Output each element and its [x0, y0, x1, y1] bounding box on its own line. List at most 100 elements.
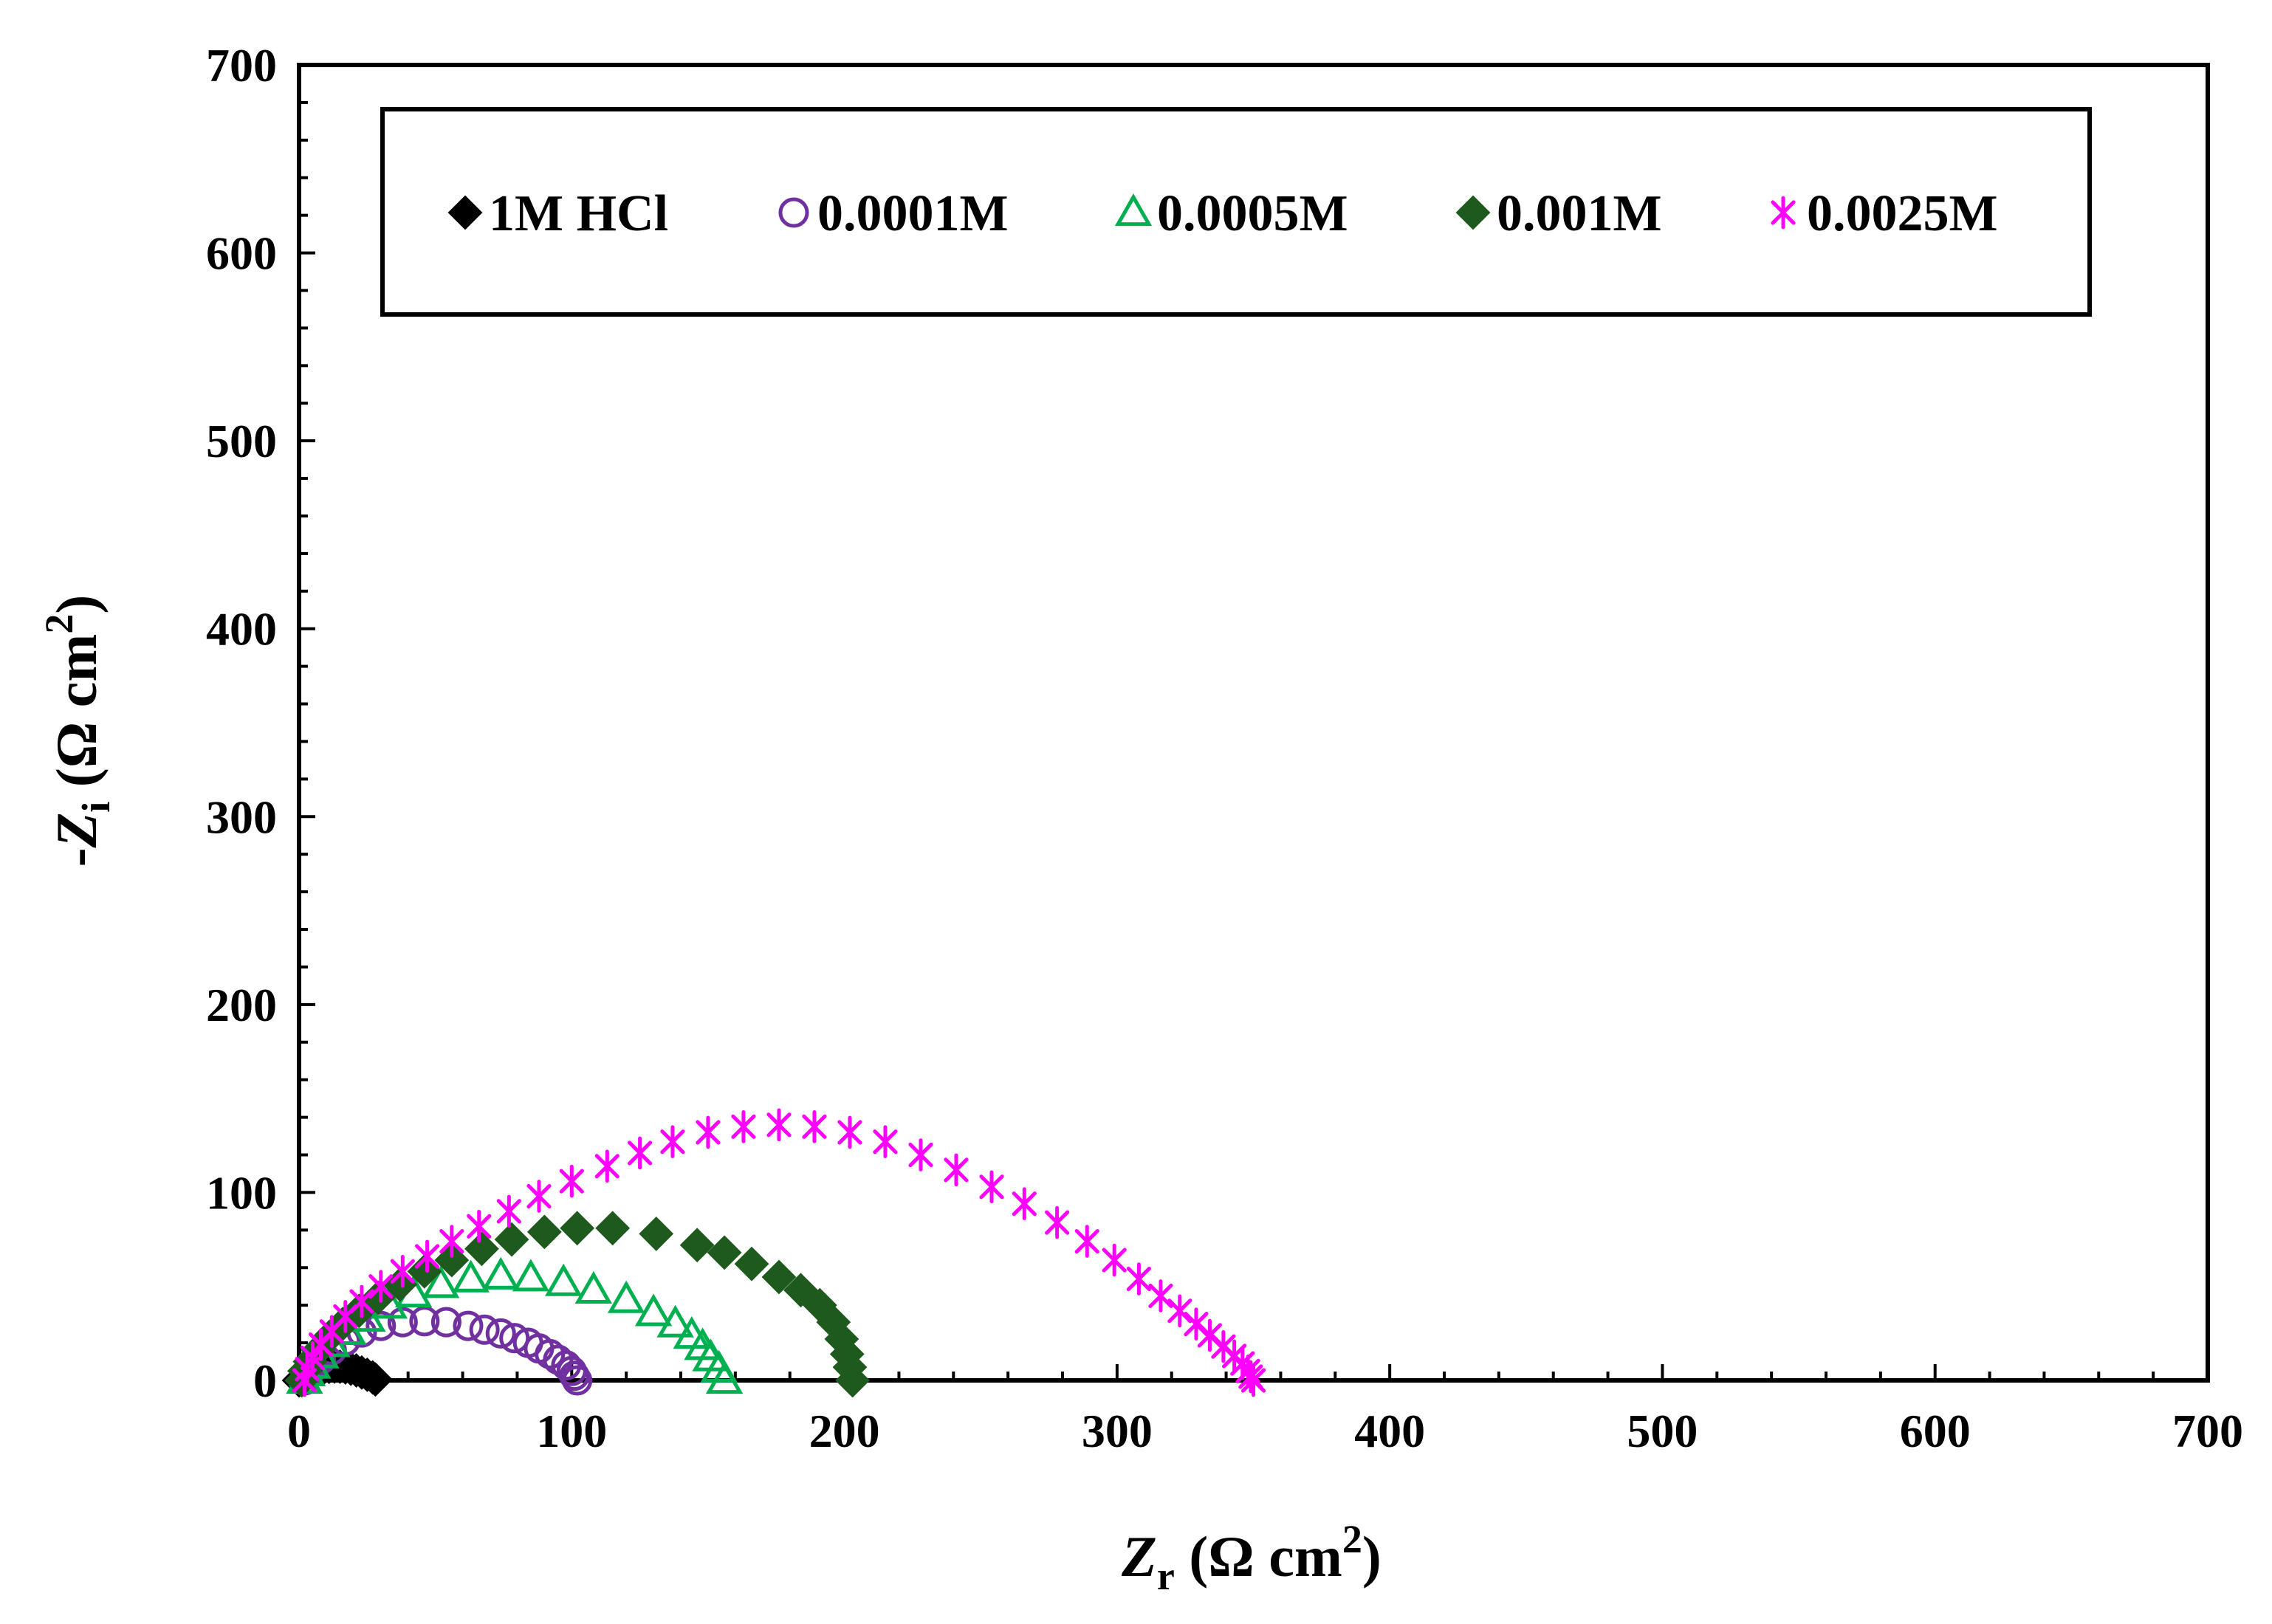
data-point	[574, 1270, 613, 1304]
data-point	[802, 1110, 827, 1143]
data-point	[783, 1273, 818, 1308]
data-point	[1184, 1307, 1209, 1341]
y-tick-label: 100	[206, 1166, 277, 1219]
x-tick-label: 300	[1082, 1405, 1153, 1457]
x-axis-title: Zr (Ω cm2)	[1121, 1517, 1382, 1598]
legend: 1M HCl 0.0001M 0.0005M 0.001M 0.0025M	[380, 107, 2092, 317]
data-point	[494, 1222, 529, 1257]
data-point	[387, 1307, 418, 1338]
data-point	[1126, 1262, 1151, 1296]
legend-label: 0.001M	[1497, 185, 1662, 242]
data-point	[979, 1170, 1004, 1204]
data-point	[560, 1211, 595, 1246]
data-point	[1074, 1225, 1099, 1258]
legend-entry: 0.001M	[1455, 185, 1662, 242]
legend-entry: 1M HCl	[447, 185, 668, 242]
series-layer	[281, 1108, 1266, 1398]
data-point	[526, 1180, 552, 1213]
data-point	[607, 1280, 645, 1313]
data-point	[696, 1115, 721, 1149]
data-point	[349, 1284, 374, 1318]
data-point	[562, 1365, 593, 1396]
data-point	[707, 1235, 742, 1270]
series-4	[292, 1108, 1266, 1397]
data-point	[1167, 1294, 1192, 1328]
data-point	[452, 1259, 490, 1293]
data-point	[390, 1255, 415, 1288]
data-point	[835, 1363, 871, 1398]
data-point	[1148, 1279, 1173, 1312]
legend-marker	[1114, 193, 1153, 227]
data-point	[944, 1153, 969, 1187]
data-point	[1240, 1363, 1266, 1397]
legend-marker	[1455, 195, 1491, 230]
data-point	[873, 1125, 898, 1158]
data-point	[464, 1231, 499, 1267]
legend-label: 0.0001M	[817, 185, 1009, 242]
x-tick-label: 400	[1354, 1405, 1425, 1457]
data-point	[656, 1304, 694, 1338]
legend-marker	[1771, 196, 1796, 230]
y-tick-label: 500	[206, 415, 277, 467]
data-point	[731, 1110, 756, 1143]
data-point	[660, 1125, 685, 1158]
y-tick-label: 300	[206, 791, 277, 843]
data-point	[734, 1246, 769, 1281]
x-tick-label: 200	[809, 1405, 880, 1457]
legend-label: 1M HCl	[489, 185, 668, 242]
data-point	[594, 1149, 620, 1183]
x-tick-label: 700	[2172, 1405, 2243, 1457]
y-tick-label: 200	[206, 979, 277, 1031]
y-axis-title: -Zi (Ω cm2)	[37, 595, 118, 867]
data-point	[368, 1270, 394, 1304]
y-tick-label: 0	[253, 1355, 277, 1407]
data-point	[512, 1259, 550, 1292]
data-point	[705, 1361, 744, 1394]
y-tick-label: 400	[206, 603, 277, 656]
data-point	[679, 1228, 715, 1263]
data-point	[1102, 1243, 1127, 1277]
legend-label: 0.0005M	[1157, 185, 1348, 242]
data-point	[469, 1314, 500, 1345]
data-point	[639, 1217, 674, 1251]
data-point	[365, 1310, 397, 1341]
data-point	[414, 1239, 440, 1273]
tick-labels: 0 100 200 300 400 500 600 700 0 100 200 300 400 500 60…	[206, 39, 2243, 1457]
legend-entry: 0.0001M	[778, 185, 1009, 242]
data-point	[422, 1265, 460, 1298]
data-point	[453, 1310, 484, 1341]
data-point	[908, 1138, 933, 1171]
data-point	[467, 1209, 492, 1243]
legend-marker	[447, 195, 483, 230]
data-point	[1045, 1205, 1070, 1239]
data-point	[357, 1362, 393, 1397]
data-point	[766, 1108, 792, 1142]
y-tick-label: 600	[206, 227, 277, 280]
data-point	[430, 1307, 461, 1338]
data-point	[595, 1211, 631, 1246]
legend-entry: 0.0025M	[1771, 185, 1998, 242]
data-point	[496, 1194, 521, 1228]
legend-label: 0.0025M	[1807, 185, 1998, 242]
data-point	[634, 1293, 673, 1327]
x-tick-label: 500	[1627, 1405, 1698, 1457]
data-point	[499, 1323, 530, 1354]
x-tick-label: 100	[536, 1405, 607, 1457]
data-point	[628, 1136, 653, 1170]
legend-marker	[778, 197, 809, 228]
y-tick-label: 700	[206, 39, 277, 92]
data-point	[409, 1306, 440, 1337]
data-point	[439, 1225, 464, 1258]
data-point	[559, 1164, 584, 1198]
data-point	[1012, 1187, 1037, 1220]
data-point	[526, 1214, 562, 1250]
data-point	[482, 1256, 520, 1290]
legend-box	[380, 107, 2092, 317]
legend-entry: 0.0005M	[1114, 185, 1348, 242]
x-tick-label: 600	[1900, 1405, 1971, 1457]
data-point	[761, 1259, 797, 1295]
data-point	[1197, 1318, 1222, 1352]
data-point	[837, 1115, 862, 1149]
x-tick-label: 0	[287, 1405, 311, 1457]
